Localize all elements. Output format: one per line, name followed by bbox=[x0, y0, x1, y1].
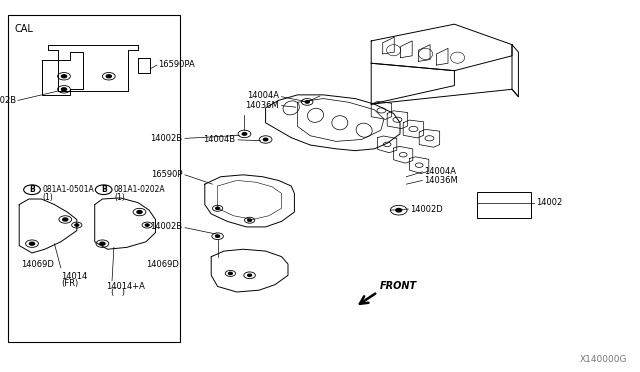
Circle shape bbox=[100, 242, 105, 245]
Text: 14004A: 14004A bbox=[424, 167, 456, 176]
Text: 14014: 14014 bbox=[61, 272, 88, 281]
Text: 14004B: 14004B bbox=[204, 135, 236, 144]
Circle shape bbox=[61, 88, 67, 91]
Text: X140000G: X140000G bbox=[580, 355, 627, 364]
Circle shape bbox=[63, 218, 68, 221]
Circle shape bbox=[248, 274, 252, 276]
Text: 14069D: 14069D bbox=[146, 260, 179, 269]
Text: 14036M: 14036M bbox=[245, 101, 279, 110]
Circle shape bbox=[396, 208, 402, 212]
Text: B: B bbox=[101, 185, 106, 194]
Text: (´´): (´´) bbox=[110, 288, 125, 297]
Text: 14014+A: 14014+A bbox=[106, 282, 145, 291]
Circle shape bbox=[305, 101, 309, 103]
Bar bbox=[477, 192, 531, 218]
Circle shape bbox=[29, 242, 35, 245]
Circle shape bbox=[145, 224, 149, 226]
Circle shape bbox=[61, 75, 67, 78]
Text: 14002B: 14002B bbox=[150, 134, 182, 143]
Bar bbox=[8, 15, 180, 342]
Circle shape bbox=[263, 138, 268, 141]
Text: 14004A: 14004A bbox=[247, 92, 279, 100]
Text: 14036M: 14036M bbox=[424, 176, 458, 185]
Text: B: B bbox=[29, 185, 35, 194]
Circle shape bbox=[248, 219, 252, 221]
Text: CAL: CAL bbox=[14, 24, 33, 34]
Text: 081A1-0501A: 081A1-0501A bbox=[42, 185, 94, 194]
Circle shape bbox=[216, 235, 220, 237]
Circle shape bbox=[216, 207, 220, 209]
Text: (FR): (FR) bbox=[61, 279, 79, 288]
Circle shape bbox=[228, 272, 232, 275]
Text: (1): (1) bbox=[114, 193, 125, 202]
Text: 14002B: 14002B bbox=[150, 222, 182, 231]
Circle shape bbox=[137, 211, 142, 214]
Text: 14002B: 14002B bbox=[0, 96, 17, 105]
Text: 14002D: 14002D bbox=[410, 205, 442, 214]
Text: FRONT: FRONT bbox=[380, 281, 417, 291]
Text: 16590PA: 16590PA bbox=[158, 60, 195, 69]
Circle shape bbox=[243, 132, 247, 135]
Text: 14069D: 14069D bbox=[21, 260, 54, 269]
Text: 14002: 14002 bbox=[536, 198, 563, 207]
Circle shape bbox=[106, 75, 111, 78]
Text: 16590P: 16590P bbox=[151, 170, 182, 179]
Circle shape bbox=[75, 224, 79, 226]
Text: 081A1-0202A: 081A1-0202A bbox=[114, 185, 166, 194]
Text: (1): (1) bbox=[42, 193, 53, 202]
